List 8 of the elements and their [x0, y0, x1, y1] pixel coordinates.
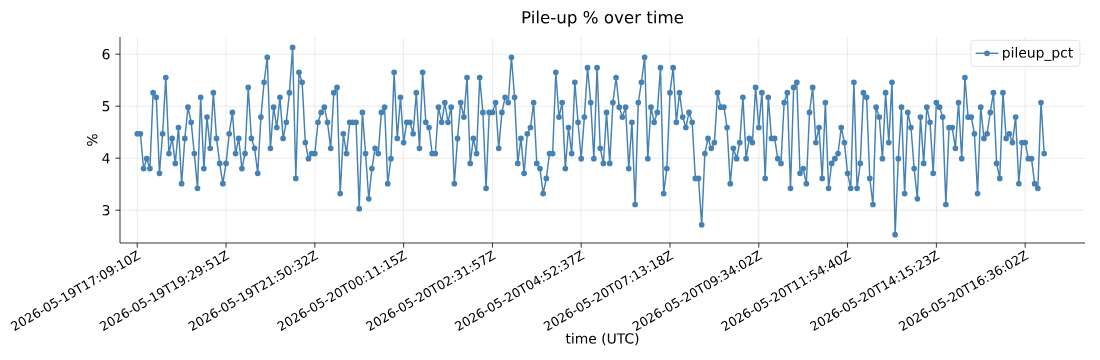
y-tick-label: 4 — [102, 153, 110, 164]
y-tick-label: 6 — [102, 48, 110, 60]
x-axis-title: time (UTC) — [565, 332, 639, 346]
y-tick-label: 3 — [102, 204, 110, 216]
legend-label: pileup_pct — [1003, 47, 1073, 61]
y-axis-title: % — [86, 134, 98, 146]
chart-title: Pile-up % over time — [522, 10, 684, 27]
y-tick-label: 5 — [102, 101, 110, 112]
